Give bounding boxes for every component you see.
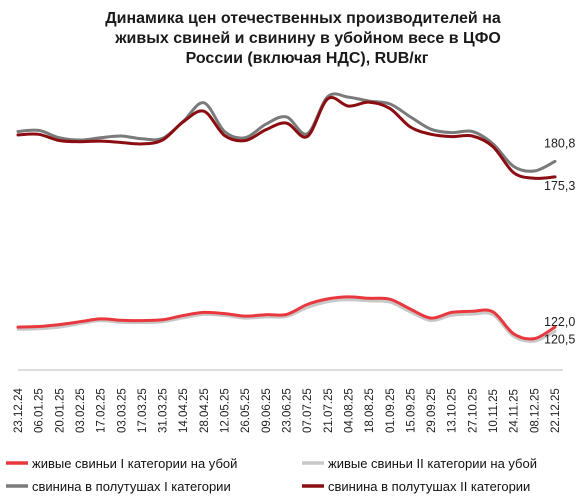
legend: живые свиньи I категории на убой живые св… (6, 456, 537, 494)
x-tick-label: 14.04.25 (178, 388, 190, 433)
series-line-1 (16, 295, 557, 341)
chart-title-line-2: живых свиней и свинину в убойном весе в … (114, 30, 501, 47)
series-line-2 (16, 298, 557, 343)
legend-label-1: живые свиньи I категории на убой (32, 456, 237, 471)
x-tick-label: 18.08.25 (364, 388, 376, 433)
x-tick-label: 09.06.25 (261, 388, 273, 433)
x-tick-label: 27.10.25 (467, 388, 479, 433)
x-tick-label: 17.02.25 (96, 388, 108, 433)
x-tick-label: 13.10.25 (447, 388, 459, 433)
legend-label-4: свинина в полутушах II категории (328, 479, 530, 494)
series-layer (16, 92, 557, 343)
x-tick-label: 04.08.25 (343, 388, 355, 433)
x-tick-label: 20.01.25 (54, 388, 66, 433)
end-value-label-1: 122,0 (544, 315, 575, 329)
chart-title-line-1: Динамика цен отечественных производителе… (105, 10, 501, 27)
x-tick-label: 03.03.25 (116, 388, 128, 433)
end-value-label-4: 175,3 (544, 179, 575, 193)
x-tick-label: 24.11.25 (509, 389, 521, 433)
x-tick-label: 29.09.25 (426, 388, 438, 433)
x-tick-label: 22.12.25 (550, 388, 562, 433)
x-tick-label: 21.07.25 (323, 388, 335, 433)
x-tick-label: 23.06.25 (282, 388, 294, 433)
legend-label-2: живые свиньи II категории на убой (328, 456, 537, 471)
end-value-label-3: 180,8 (544, 136, 575, 150)
x-tick-label: 12.05.25 (220, 388, 232, 433)
x-tick-label: 07.07.25 (302, 388, 314, 433)
x-tick-label: 23.12.24 (13, 388, 25, 433)
x-tick-label: 28.04.25 (199, 388, 211, 433)
x-axis-tick-labels: 23.12.24 06.01.25 20.01.25 03.02.25 17.02.25… (13, 388, 562, 433)
legend-label-3: свинина в полутушах I категории (32, 479, 231, 494)
series-line-3 (16, 92, 557, 173)
x-tick-label: 08.12.25 (529, 388, 541, 433)
x-tick-label: 06.01.25 (34, 388, 46, 433)
x-tick-label: 17.03.25 (137, 388, 149, 433)
end-value-labels: 122,0 120,5 180,8 175,3 (544, 136, 575, 346)
series-line-4 (16, 96, 557, 180)
x-tick-label: 15.09.25 (405, 388, 417, 433)
x-tick-label: 10.11.25 (488, 389, 500, 433)
end-value-label-2: 120,5 (544, 332, 575, 346)
x-tick-label: 31.03.25 (158, 388, 170, 433)
x-tick-label: 26.05.25 (240, 388, 252, 433)
chart-title: Динамика цен отечественных производителе… (105, 10, 501, 67)
chart-title-line-3: России (включая НДС), RUB/кг (186, 50, 429, 67)
x-tick-label: 03.02.25 (75, 388, 87, 433)
x-tick-label: 01.09.25 (385, 388, 397, 433)
